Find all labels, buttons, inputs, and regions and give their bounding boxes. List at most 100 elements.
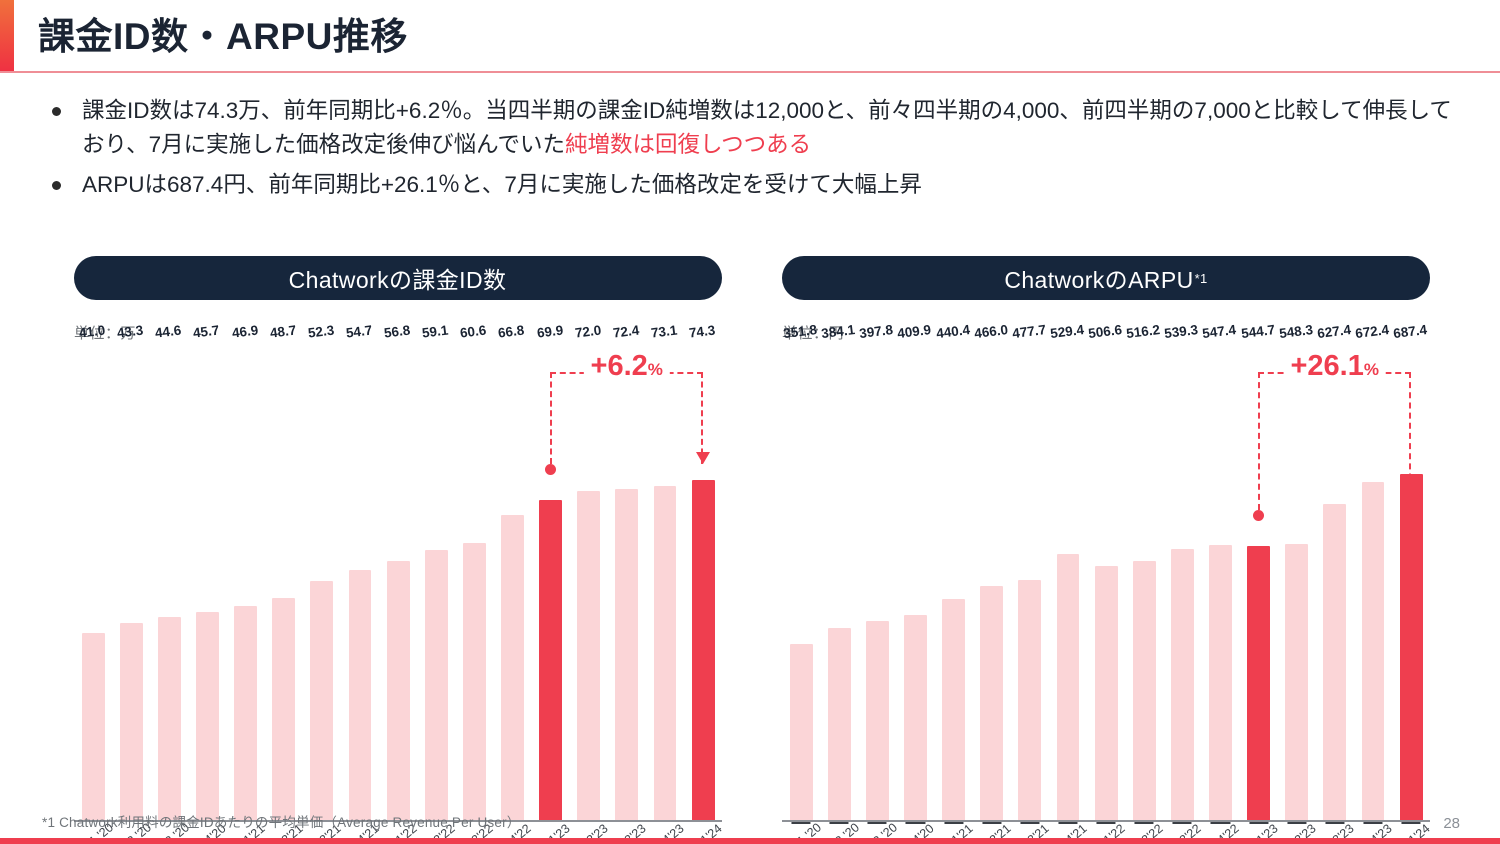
- bar-slot: 60.6: [455, 323, 493, 822]
- bullet-text: 課金ID数は74.3万、前年同期比+6.2％。当四半期の課金ID純増数は12,0…: [82, 98, 1452, 157]
- axis-tick: [1020, 821, 1040, 824]
- axis-tick: [829, 821, 849, 824]
- bar[interactable]: 72.4: [612, 323, 640, 822]
- axis-tick: [1401, 821, 1421, 824]
- axis-tick: [982, 821, 1002, 824]
- bar-slot: 73.1: [646, 323, 684, 822]
- axis-tick: [1210, 821, 1230, 824]
- axis-tick: [1363, 821, 1383, 824]
- bar[interactable]: 440.4: [935, 322, 970, 822]
- bar[interactable]: 41.0: [78, 323, 106, 822]
- bar[interactable]: 687.4: [1392, 322, 1428, 822]
- footnote: *1 Chatwork利用料の課金IDあたりの平均単価（Average Reve…: [42, 815, 521, 830]
- header-divider: [0, 71, 1500, 73]
- bar[interactable]: 539.3: [1164, 322, 1199, 822]
- bar[interactable]: 477.7: [1011, 322, 1047, 822]
- bar-slot: 66.8: [493, 323, 531, 822]
- chart-title-text: ChatworkのARPU: [1004, 267, 1194, 293]
- bar[interactable]: 54.7: [345, 323, 373, 822]
- bullet-text-highlight: 純増数は回復しつつある: [565, 132, 812, 157]
- bullet-text: ARPUは687.4円、前年同期比+26.1％と、7月に実施した価格改定を受けて…: [82, 172, 922, 197]
- bar[interactable]: 544.7: [1240, 322, 1275, 822]
- chart-panel-arpu: ChatworkのARPU *1 単位：円 351.8 384.1 397.8 409.…: [782, 256, 1433, 844]
- bar-slot: 506.6: [1087, 322, 1125, 824]
- chart-title-text: Chatworkの課金ID数: [288, 267, 507, 293]
- bar-slot: 529.4: [1049, 322, 1087, 824]
- bar[interactable]: 56.8: [383, 323, 411, 822]
- axis-tick: [1249, 821, 1269, 824]
- bar[interactable]: 52.3: [307, 323, 335, 822]
- bar[interactable]: 73.1: [650, 323, 678, 822]
- bar-value-label: 56.8: [383, 322, 412, 341]
- bar-slot: 54.7: [341, 323, 379, 822]
- bar-slot: 477.7: [1011, 322, 1049, 824]
- bar[interactable]: 45.7: [193, 323, 220, 822]
- bar-slot: 516.2: [1125, 322, 1163, 824]
- bar[interactable]: 43.3: [116, 323, 144, 822]
- bar-series-left: 41.0 43.3 44.6 45.7 46.9 48.7 52.3 54.7 56.8 59.1…: [74, 323, 722, 822]
- bar-value-label: 52.3: [306, 322, 335, 341]
- chart-unit-label-left: 単位：万: [74, 325, 137, 342]
- bar[interactable]: 627.4: [1316, 322, 1352, 822]
- bar-value-label: 54.7: [345, 322, 373, 341]
- bar-slot: 44.6: [150, 323, 188, 822]
- bar-value-label: 69.9: [535, 322, 564, 341]
- bar[interactable]: 397.8: [859, 322, 894, 822]
- bar-slot: 627.4: [1316, 322, 1354, 824]
- chart-title-superscript: *1: [1194, 270, 1208, 286]
- bar[interactable]: 409.9: [897, 322, 932, 822]
- bar[interactable]: 59.1: [421, 323, 449, 822]
- footer-accent-bar: [0, 838, 1500, 844]
- bar-value-label: 73.1: [650, 322, 678, 341]
- bar[interactable]: 516.2: [1126, 322, 1161, 822]
- bar[interactable]: 506.6: [1087, 322, 1123, 822]
- axis-tick: [791, 821, 811, 824]
- bar-slot: 56.8: [379, 323, 417, 822]
- list-item: 課金ID数は74.3万、前年同期比+6.2％。当四半期の課金ID純増数は12,0…: [42, 94, 1462, 162]
- bar-value-label: 43.3: [116, 322, 145, 341]
- bar[interactable]: 384.1: [821, 322, 856, 822]
- page-number: 28: [1443, 815, 1460, 832]
- bar-slot: 539.3: [1163, 322, 1201, 824]
- bar-slot: 45.7: [188, 323, 226, 822]
- axis-tick: [1287, 821, 1307, 824]
- bar-slot: 409.9: [896, 322, 934, 824]
- bar[interactable]: 529.4: [1049, 322, 1085, 822]
- bar-value-label: 72.4: [611, 322, 640, 341]
- bar-slot: 46.9: [227, 323, 265, 822]
- bar[interactable]: 48.7: [269, 323, 297, 822]
- bar[interactable]: 466.0: [973, 322, 1008, 822]
- bar-slot: 440.4: [935, 322, 973, 824]
- bar-slot: 52.3: [303, 323, 341, 822]
- bar-slot: 72.4: [608, 323, 646, 822]
- axis-tick: [867, 821, 887, 824]
- x-axis-line-left: [74, 820, 722, 822]
- chart-title-billing-ids: Chatworkの課金ID数: [74, 256, 722, 300]
- bar-slot: 59.1: [417, 323, 455, 822]
- bar-slot: 72.0: [570, 323, 608, 822]
- chart-panel-billing-ids: Chatworkの課金ID数 単位：万 41.0 43.3 44.6 45.7 46.9…: [74, 256, 725, 844]
- bar[interactable]: 72.0: [574, 323, 602, 822]
- bar-slot: 466.0: [973, 322, 1011, 824]
- bullet-dot-icon: [52, 107, 61, 116]
- bar[interactable]: 351.8: [782, 322, 818, 822]
- bar-slot: 351.8: [782, 322, 820, 824]
- bar[interactable]: 672.4: [1354, 322, 1390, 822]
- bar-value-label: 59.1: [421, 322, 450, 341]
- bar[interactable]: 547.4: [1202, 322, 1237, 822]
- bar[interactable]: 74.3: [688, 323, 716, 822]
- bar[interactable]: 69.9: [536, 323, 564, 822]
- bar-slot: 547.4: [1201, 322, 1239, 824]
- bar[interactable]: 46.9: [231, 323, 259, 822]
- chart-unit-label-right: 単位：円: [782, 325, 845, 342]
- bar[interactable]: 60.6: [459, 323, 487, 822]
- bar-slot: 384.1: [820, 322, 858, 824]
- bar[interactable]: 548.3: [1278, 322, 1313, 822]
- bar[interactable]: 66.8: [498, 323, 525, 822]
- bar[interactable]: 44.6: [154, 323, 182, 822]
- bar-value-label: 72.0: [573, 322, 602, 341]
- list-item: ARPUは687.4円、前年同期比+26.1％と、7月に実施した価格改定を受けて…: [42, 168, 1462, 202]
- bar-slot: 672.4: [1354, 322, 1392, 824]
- bar-slot: 687.4: [1392, 322, 1430, 824]
- bullet-list: 課金ID数は74.3万、前年同期比+6.2％。当四半期の課金ID純増数は12,0…: [42, 94, 1462, 208]
